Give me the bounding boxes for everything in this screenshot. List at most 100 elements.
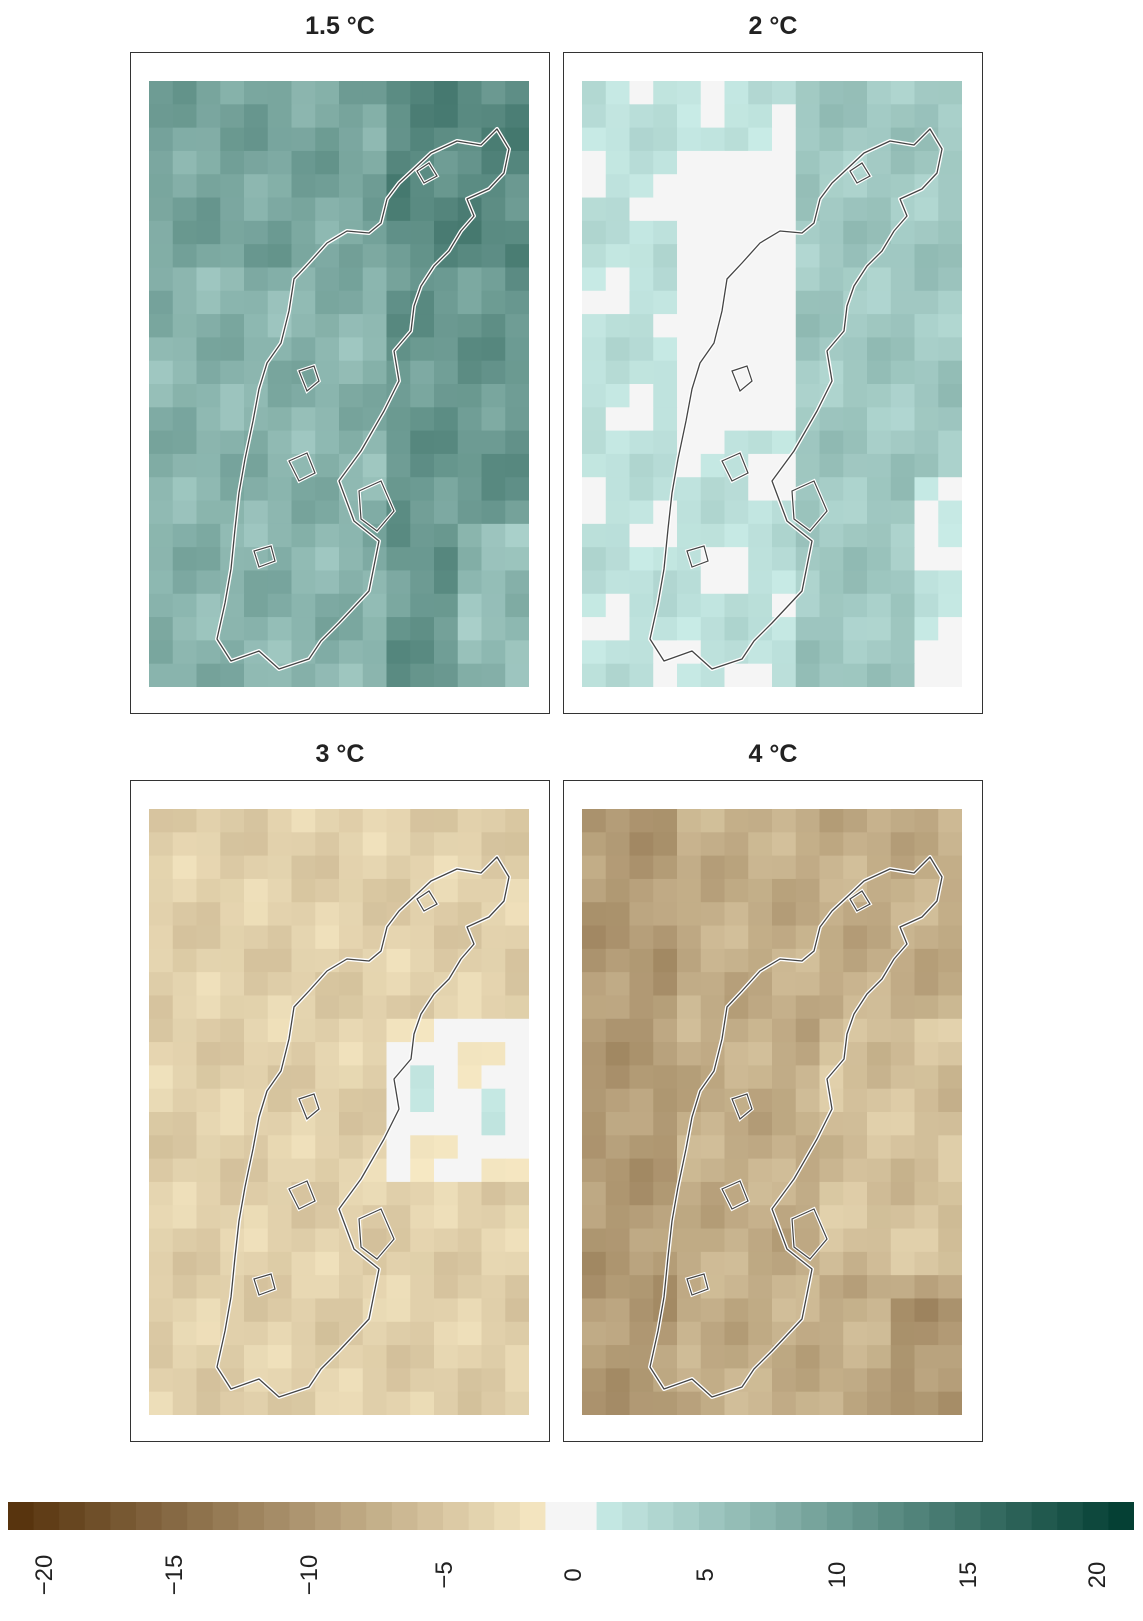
grid-cell: [582, 1345, 607, 1369]
grid-cell: [914, 1345, 939, 1369]
grid-cell: [267, 197, 292, 222]
grid-cell: [605, 267, 630, 292]
grid-cell: [457, 360, 482, 385]
grid-cell: [938, 523, 962, 548]
grid-cell: [196, 1181, 221, 1206]
grid-cell: [339, 640, 364, 665]
grid-cell: [434, 1181, 459, 1206]
colorbar-swatch: [340, 1502, 367, 1530]
grid-cell: [582, 1018, 607, 1043]
grid-cell: [505, 384, 529, 408]
grid-cell: [149, 104, 174, 129]
grid-cell: [244, 1018, 269, 1043]
grid-cell: [700, 972, 725, 996]
grid-cell: [410, 1205, 435, 1230]
grid-cell: [867, 220, 892, 245]
grid-cell: [867, 1251, 892, 1276]
grid-cell: [267, 617, 292, 641]
grid-cell: [315, 174, 340, 199]
grid-cell: [582, 1228, 607, 1253]
grid-cell: [434, 809, 459, 833]
grid-cell: [843, 81, 868, 105]
grid-cell: [629, 1112, 654, 1136]
grid-cell: [629, 855, 654, 880]
grid-cell: [677, 809, 702, 833]
grid-cell: [653, 314, 678, 338]
grid-cell: [410, 1368, 435, 1393]
grid-cell: [605, 384, 630, 408]
grid-cell: [434, 174, 459, 199]
grid-cell: [244, 1321, 269, 1346]
grid-cell: [434, 150, 459, 175]
grid-cell: [890, 1158, 915, 1183]
grid-cell: [481, 197, 506, 222]
grid-cell: [748, 1018, 773, 1043]
grid-cell: [362, 948, 387, 973]
grid-cell: [434, 617, 459, 641]
grid-cell: [748, 1042, 773, 1066]
grid-cell: [410, 314, 435, 338]
grid-cell: [890, 1368, 915, 1393]
grid-cell: [434, 81, 459, 105]
grid-cell: [938, 360, 962, 385]
grid-cell: [605, 1251, 630, 1276]
grid-cell: [505, 640, 529, 665]
grid-cell: [914, 220, 939, 245]
grid-cell: [386, 948, 411, 973]
grid-cell: [700, 1368, 725, 1393]
grid-cell: [172, 1345, 197, 1369]
grid-cell: [172, 640, 197, 665]
grid-cell: [605, 81, 630, 105]
grid-cell: [267, 1298, 292, 1323]
grid-cell: [244, 267, 269, 292]
grid-cell: [724, 244, 749, 268]
grid-cell: [505, 267, 529, 292]
grid-cell: [434, 430, 459, 455]
grid-cell: [172, 384, 197, 408]
grid-cell: [386, 1321, 411, 1346]
grid-cell: [724, 407, 749, 432]
grid-cell: [677, 104, 702, 129]
grid-cell: [339, 809, 364, 833]
grid-cell: [605, 104, 630, 129]
grid-cell: [315, 995, 340, 1020]
colorbar-swatch: [315, 1502, 342, 1530]
grid-cell: [819, 593, 844, 618]
grid-cell: [410, 1158, 435, 1183]
grid-cell: [410, 1228, 435, 1253]
grid-cell: [843, 1112, 868, 1136]
grid-cell: [291, 1042, 316, 1066]
grid-cell: [772, 1018, 797, 1043]
grid-cell: [677, 1391, 702, 1415]
grid-cell: [196, 1205, 221, 1230]
grid-cell: [890, 104, 915, 129]
grid-cell: [220, 663, 245, 687]
grid-cell: [605, 995, 630, 1020]
grid-cell: [724, 925, 749, 950]
grid-cell: [505, 663, 529, 687]
colorbar-swatch: [622, 1502, 649, 1530]
grid-cell: [795, 1088, 820, 1113]
grid-cell: [196, 150, 221, 175]
grid-cell: [220, 1181, 245, 1206]
grid-cell: [748, 1391, 773, 1415]
region-outline: [731, 1093, 753, 1120]
grid-cell: [434, 1275, 459, 1299]
grid-cell: [938, 337, 962, 362]
grid-cell: [867, 1205, 892, 1230]
grid-cell: [481, 1368, 506, 1393]
grid-cell: [772, 267, 797, 292]
grid-cell: [867, 1018, 892, 1043]
grid-cell: [867, 1368, 892, 1393]
grid-cell: [434, 1205, 459, 1230]
grid-cell: [220, 150, 245, 175]
colorbar-swatch: [494, 1502, 521, 1530]
grid-cell: [867, 1135, 892, 1160]
grid-cell: [677, 1205, 702, 1230]
grid-cell: [315, 547, 340, 571]
grid-cell: [867, 995, 892, 1020]
grid-cell: [149, 1181, 174, 1206]
grid-cell: [843, 1251, 868, 1276]
grid-cell: [819, 948, 844, 973]
grid-cell: [677, 948, 702, 973]
